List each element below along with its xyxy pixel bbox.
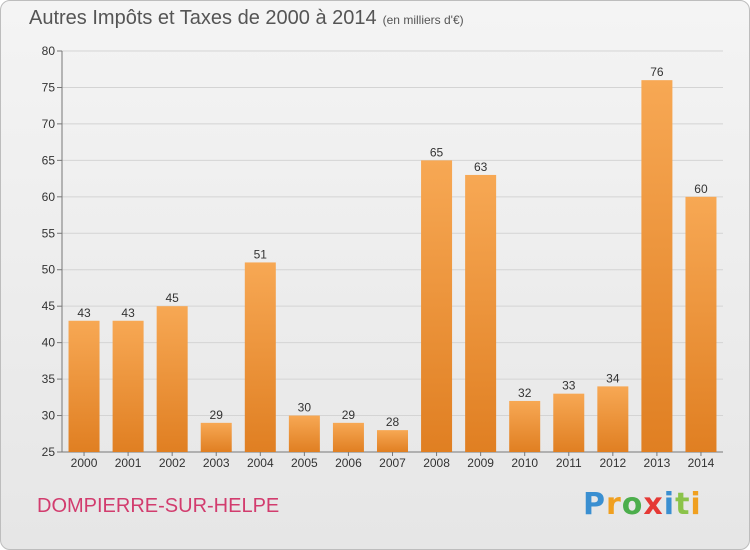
data-label: 43 [121,306,135,320]
bar [332,422,364,452]
data-label: 34 [606,371,620,385]
y-tick-label: 60 [42,190,56,204]
bar [641,80,673,452]
data-label: 43 [77,306,91,320]
logo-letter: x [643,487,664,522]
x-tick-label: 2003 [203,456,230,470]
bar [200,422,232,452]
data-label: 76 [650,65,664,79]
bar [156,306,188,452]
logo-letter: o [621,487,644,522]
y-tick-label: 70 [42,117,56,131]
x-tick-label: 2002 [159,456,186,470]
y-tick-label: 35 [42,372,56,386]
data-label: 29 [210,408,224,422]
x-tick-label: 2012 [599,456,626,470]
bar [288,415,320,452]
data-label: 65 [430,145,444,159]
bar [68,320,100,452]
data-label: 33 [562,379,576,393]
y-tick-label: 25 [42,445,56,459]
logo-letter: i [690,487,702,522]
x-tick-label: 2004 [247,456,274,470]
data-label: 28 [386,415,400,429]
logo-letter: r [606,487,622,522]
data-label: 60 [694,182,708,196]
bar [377,430,408,452]
x-tick-label: 2005 [291,456,318,470]
x-tick-label: 2008 [423,456,450,470]
data-label: 51 [254,247,268,261]
x-tick-label: 2000 [71,456,98,470]
logo-letter: i [663,487,676,522]
bar [509,400,541,452]
y-tick-label: 80 [42,44,56,58]
bar [421,160,453,452]
logo-letter: P [583,487,606,522]
x-tick-label: 2013 [644,456,671,470]
logo-letter: t [675,487,691,522]
data-label: 30 [298,401,312,415]
data-label: 63 [474,160,488,174]
bar [465,174,497,453]
x-tick-label: 2009 [467,456,494,470]
x-tick-label: 2007 [379,456,406,470]
data-label: 45 [165,291,179,305]
bar [685,196,717,452]
y-tick-label: 65 [42,153,56,167]
title-unit: (en milliers d'€) [382,13,464,27]
y-tick-label: 40 [42,336,56,350]
commune-name: DOMPIERRE-SUR-HELPE [37,495,280,517]
y-tick-label: 55 [42,226,56,240]
y-tick-label: 45 [42,299,56,313]
y-tick-label: 30 [42,409,56,423]
proxiti-logo: Proxiti [583,487,702,522]
bar [244,262,276,452]
y-tick-label: 50 [42,263,56,277]
bar [597,386,629,452]
x-tick-label: 2011 [556,456,582,470]
title-text: Autres Impôts et Taxes de 2000 à 2014 [29,7,377,29]
x-tick-label: 2014 [688,456,715,470]
x-tick-label: 2006 [335,456,362,470]
data-label: 29 [342,408,356,422]
x-tick-label: 2010 [511,456,538,470]
y-tick-label: 75 [42,80,56,94]
data-label: 32 [518,386,532,400]
bar [553,393,585,452]
bar [112,320,144,452]
chart-title: Autres Impôts et Taxes de 2000 à 2014 (en… [29,7,464,30]
x-tick-label: 2001 [115,456,142,470]
